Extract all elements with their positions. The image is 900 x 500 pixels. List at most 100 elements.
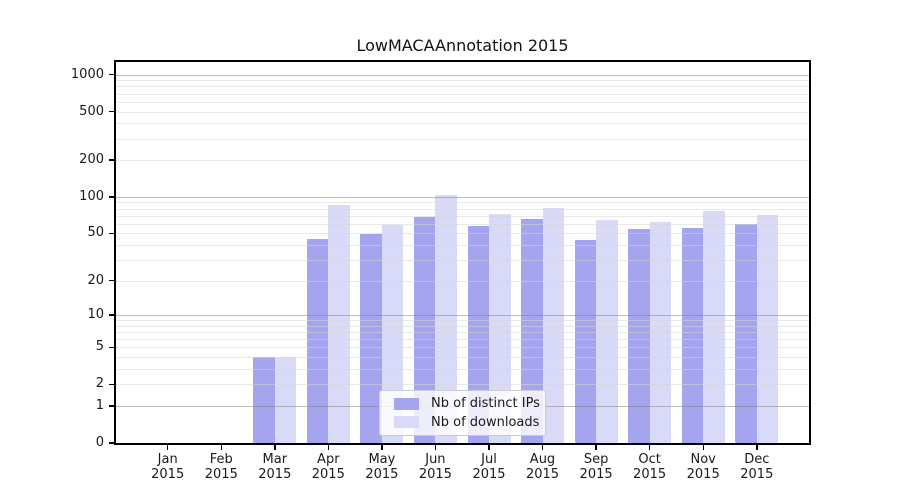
x-tick-mark [756,445,758,450]
bar-downloads [435,194,457,443]
x-tick-month: Aug [529,452,556,467]
x-tick-label: Dec 2015 [725,452,789,482]
x-tick-year: 2015 [579,467,613,482]
x-tick-year: 2015 [418,467,452,482]
x-tick-label: Mar 2015 [243,452,307,482]
x-tick-label: May 2015 [350,452,414,482]
x-tick-label: Aug 2015 [511,452,575,482]
y-tick-mark [109,232,114,235]
y-tick-label: 0 [95,435,104,450]
bar-downloads [703,211,725,443]
x-tick-month: Jan [157,452,178,467]
x-tick-mark [381,445,383,450]
x-tick-mark [327,445,330,450]
x-tick-month: Jul [481,452,497,467]
x-tick-year: 2015 [204,467,238,482]
x-tick-year: 2015 [151,467,185,482]
bar-distinct-ips [681,228,704,443]
x-tick-year: 2015 [258,467,292,482]
y-tick-mark [109,405,114,407]
legend-entry-downloads: Nb of downloads [394,415,545,430]
legend-label-downloads: Nb of downloads [431,414,540,430]
x-tick-month: Nov [690,452,716,467]
y-tick-mark [109,159,114,161]
x-tick-label: Jan 2015 [136,452,200,482]
x-tick-label: Jul 2015 [457,452,521,482]
bar-downloads [596,219,618,443]
y-tick-mark [109,314,114,316]
y-tick-mark [109,442,114,444]
bar-downloads [328,205,350,443]
x-tick-year: 2015 [740,467,774,482]
bar-distinct-ips [735,223,757,443]
bar-distinct-ips [628,229,650,443]
y-tick-label: 1 [95,398,104,413]
y-tick-mark [109,346,114,349]
x-tick-mark [220,445,222,450]
x-tick-mark [166,445,169,450]
y-tick-mark [109,279,114,282]
bar-distinct-ips [574,240,597,443]
x-tick-month: Apr [317,452,340,467]
legend: Nb of distinct IPs Nb of downloads [379,390,546,436]
legend-label-distinct-ips: Nb of distinct IPs [431,396,540,412]
x-tick-month: Jun [425,452,446,467]
x-tick-mark [541,445,544,450]
bar-distinct-ips [306,238,329,443]
x-tick-year: 2015 [365,467,399,482]
x-tick-year: 2015 [633,467,667,482]
x-tick-month: Feb [209,452,233,467]
x-tick-label: Feb 2015 [189,452,253,482]
y-tick-label: 50 [87,225,104,241]
x-tick-month: Sep [583,452,609,467]
bar-downloads [756,214,779,443]
y-tick-label: 100 [79,188,104,204]
bars-layer [116,62,809,443]
bar-downloads [649,222,672,443]
y-tick-label: 500 [79,103,104,119]
x-tick-mark [434,445,437,450]
y-tick-mark [109,110,114,113]
x-tick-mark [488,445,490,450]
x-tick-label: Jun 2015 [403,452,467,482]
bar-distinct-ips [413,217,436,443]
bar-distinct-ips [521,218,543,443]
legend-swatch-downloads [394,416,419,429]
bar-downloads [542,208,565,443]
legend-swatch-distinct-ips [394,397,419,410]
y-tick-label: 10 [87,307,104,323]
x-tick-year: 2015 [525,467,560,482]
x-tick-label: Nov 2015 [671,452,735,482]
x-tick-year: 2015 [311,467,345,482]
x-tick-month: Oct [638,452,661,467]
bar-distinct-ips [360,234,382,443]
y-tick-mark [109,73,114,76]
plot-area: Nb of distinct IPs Nb of downloads [114,60,811,445]
y-tick-label: 200 [79,152,104,168]
y-tick-mark [109,196,114,198]
x-tick-month: Mar [262,452,288,467]
bar-distinct-ips [253,357,275,443]
bar-downloads [274,357,297,443]
y-tick-label: 5 [95,339,104,355]
bar-downloads [381,224,404,443]
y-tick-mark [109,383,114,386]
y-tick-label: 2 [95,376,104,392]
legend-entry-distinct-ips: Nb of distinct IPs [394,396,545,411]
y-tick-label: 20 [87,272,104,288]
x-tick-year: 2015 [686,467,720,482]
x-tick-mark [595,445,597,450]
x-tick-mark [274,445,276,450]
x-tick-mark [648,445,651,450]
x-tick-label: Apr 2015 [296,452,360,482]
chart-title: LowMACAAnnotation 2015 [356,36,569,55]
x-tick-year: 2015 [472,467,506,482]
x-tick-month: Dec [744,452,770,467]
x-tick-month: May [368,452,396,467]
x-tick-label: Oct 2015 [618,452,682,482]
x-tick-label: Sep 2015 [564,452,628,482]
x-tick-mark [702,445,704,450]
bar-distinct-ips [467,225,489,443]
bar-downloads [489,214,511,443]
